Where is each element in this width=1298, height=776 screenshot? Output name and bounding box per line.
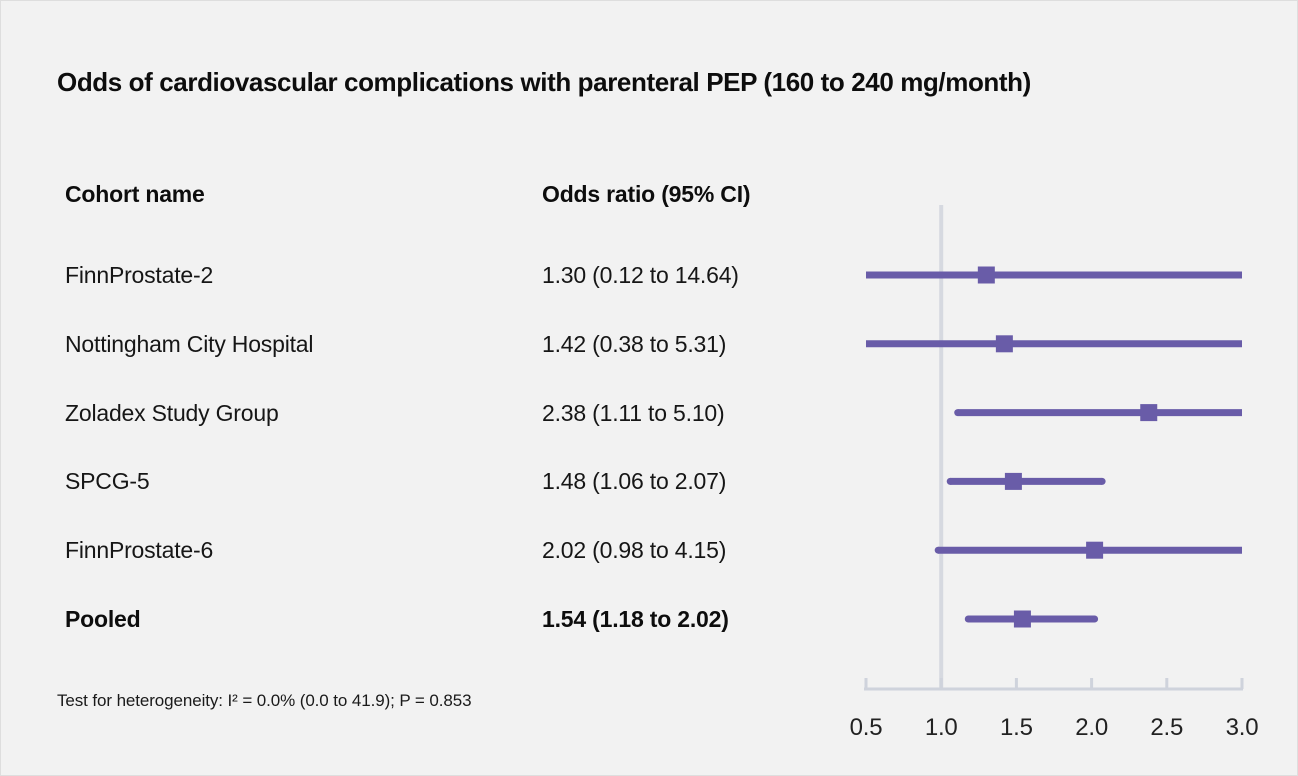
x-axis-tick-label: 0.5 bbox=[850, 714, 883, 741]
cohort-name-cell: Pooled bbox=[65, 606, 141, 632]
point-estimate-marker bbox=[1140, 404, 1158, 422]
cohort-name-cell: FinnProstate-2 bbox=[65, 262, 214, 288]
odds-ratio-cell: 1.48 (1.06 to 2.07) bbox=[542, 468, 727, 495]
point-estimate-marker bbox=[1086, 541, 1104, 559]
odds-ratio-cell: 2.38 (1.11 to 5.10) bbox=[542, 399, 725, 426]
point-estimate-marker bbox=[1004, 472, 1022, 490]
column-header-cohort-name: Cohort name bbox=[65, 181, 205, 207]
cohort-name-cell: Zoladex Study Group bbox=[65, 399, 279, 426]
x-axis-tick-label: 1.5 bbox=[1000, 714, 1033, 741]
ci-cap-left bbox=[934, 546, 942, 554]
cohort-name-cell: Nottingham City Hospital bbox=[65, 330, 314, 357]
odds-ratio-cell: 2.02 (0.98 to 4.15) bbox=[542, 537, 727, 564]
ci-cap-right bbox=[1091, 615, 1099, 623]
x-axis-tick-label: 3.0 bbox=[1226, 714, 1259, 741]
point-estimate-marker bbox=[1013, 610, 1031, 628]
point-estimate-marker bbox=[995, 335, 1013, 353]
point-estimate-marker bbox=[977, 266, 995, 284]
odds-ratio-cell: 1.30 (0.12 to 14.64) bbox=[542, 262, 739, 288]
heterogeneity-footnote: Test for heterogeneity: I² = 0.0% (0.0 t… bbox=[57, 691, 472, 710]
cohort-name-cell: FinnProstate-6 bbox=[65, 537, 214, 564]
ci-cap-left bbox=[946, 477, 954, 485]
x-axis-tick-label: 1.0 bbox=[925, 714, 958, 741]
column-header-odds-ratio: Odds ratio (95% CI) bbox=[542, 181, 751, 207]
ci-cap-left bbox=[954, 409, 962, 417]
x-axis-tick-label: 2.0 bbox=[1075, 714, 1108, 741]
odds-ratio-cell: 1.54 (1.18 to 2.02) bbox=[542, 606, 729, 632]
ci-cap-right bbox=[1098, 477, 1106, 485]
ci-cap-left bbox=[964, 615, 972, 623]
cohort-name-cell: SPCG-5 bbox=[65, 468, 150, 495]
odds-ratio-cell: 1.42 (0.38 to 5.31) bbox=[542, 330, 727, 357]
x-axis-tick-label: 2.5 bbox=[1150, 714, 1183, 741]
page-title: Odds of cardiovascular complications wit… bbox=[57, 67, 1031, 97]
